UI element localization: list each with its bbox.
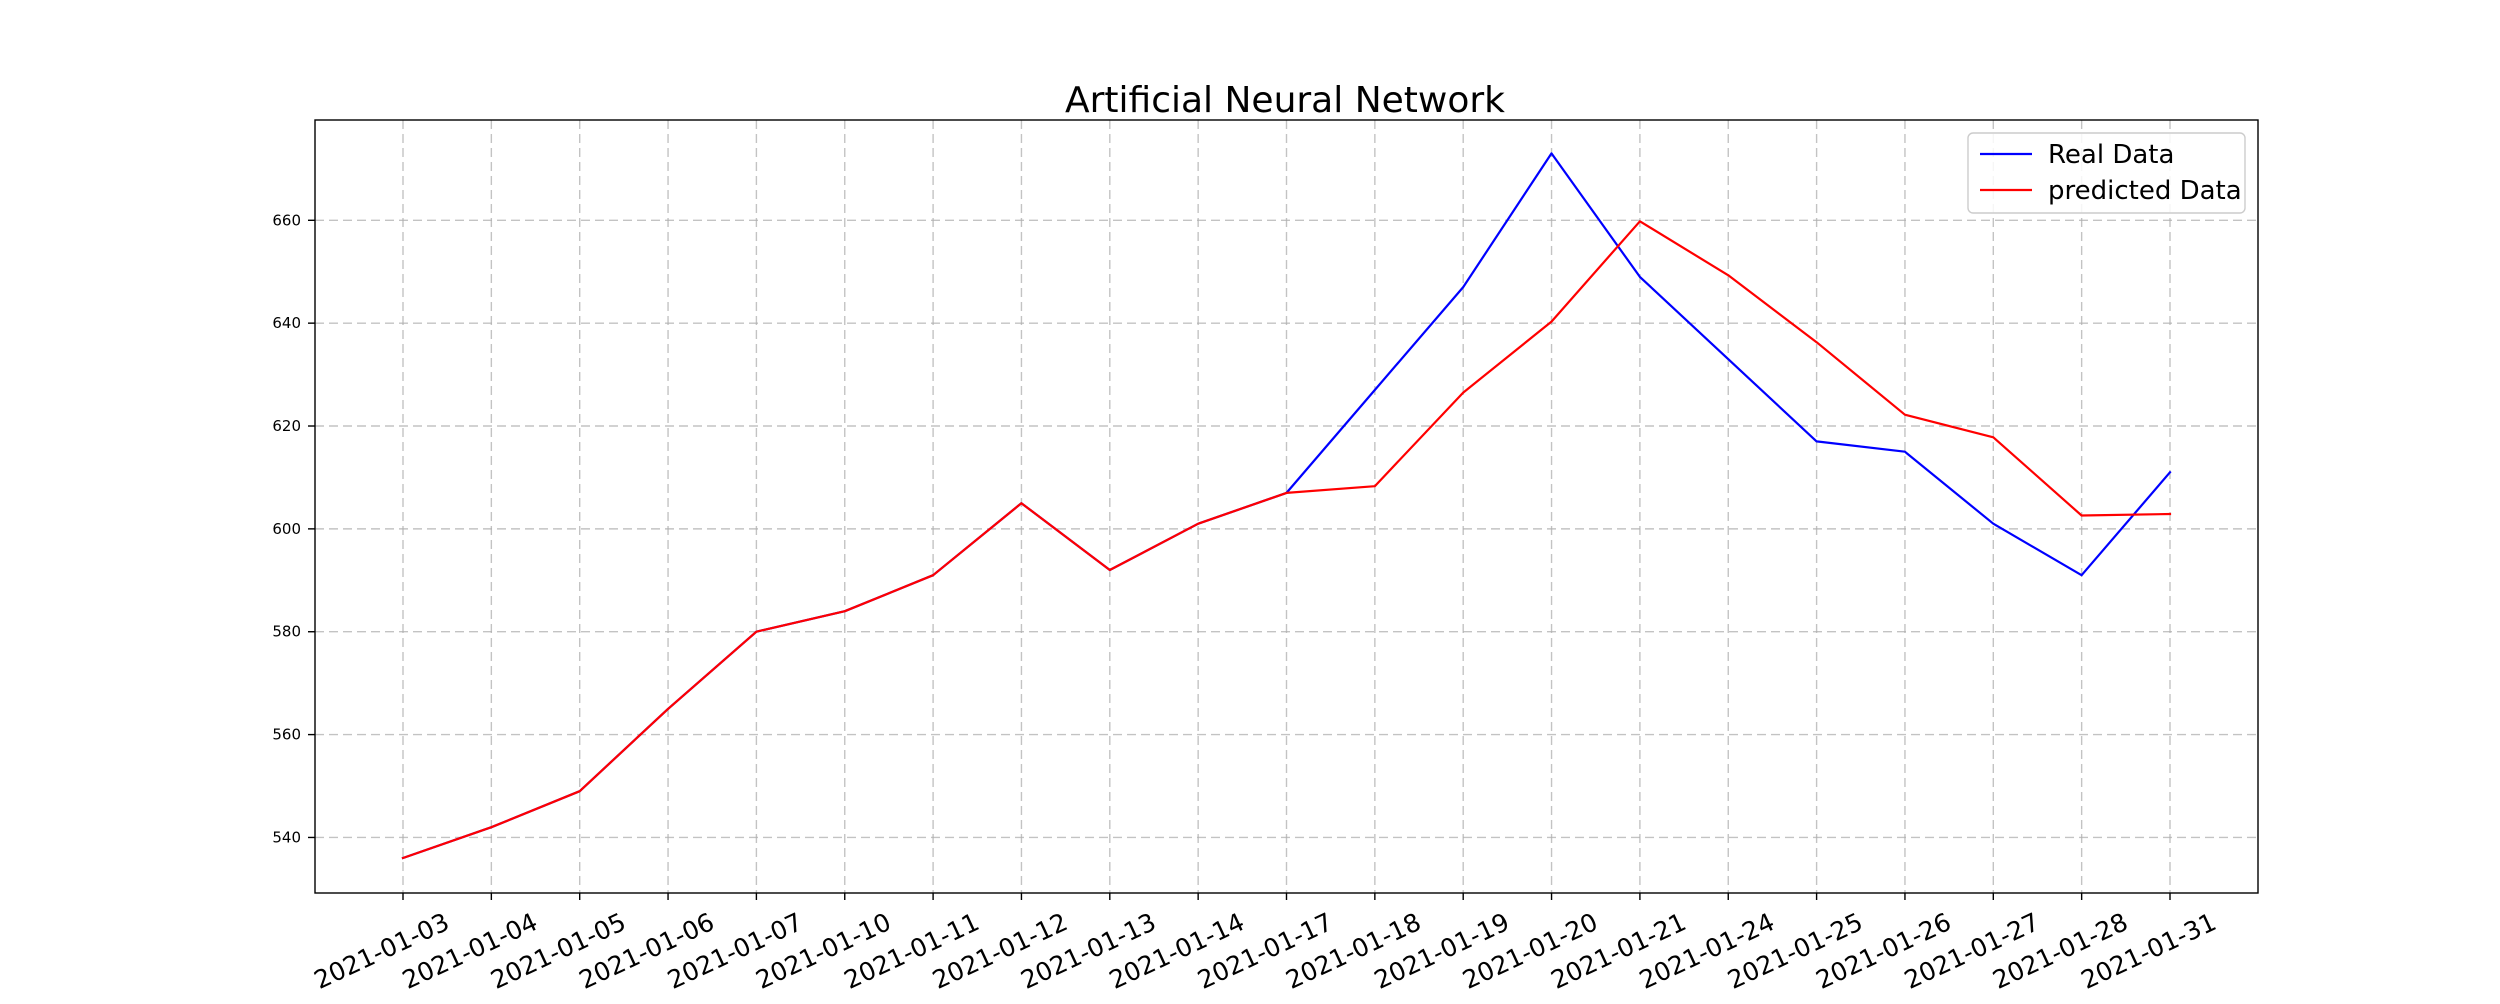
legend-label: Real Data	[2048, 140, 2174, 170]
ticks-layer: 2021-01-032021-01-042021-01-052021-01-06…	[272, 211, 2220, 995]
series-line-predicted-data	[401, 220, 2172, 860]
chart-title: Artificial Neural Network	[1065, 80, 1505, 121]
legend-box	[1967, 132, 2246, 214]
y-tick-label: 620	[272, 417, 301, 435]
y-tick-label: 660	[272, 211, 301, 229]
y-tick-label: 580	[272, 623, 301, 641]
legend: Real Data predicted Data	[1967, 132, 2246, 214]
y-tick-label: 600	[272, 520, 301, 538]
y-tick-label: 540	[272, 828, 301, 846]
y-tick-label: 560	[272, 726, 301, 744]
y-tick-label: 640	[272, 314, 301, 332]
grid-layer	[315, 120, 2258, 893]
series-layer	[401, 152, 2172, 860]
legend-label: predicted Data	[2048, 176, 2242, 206]
